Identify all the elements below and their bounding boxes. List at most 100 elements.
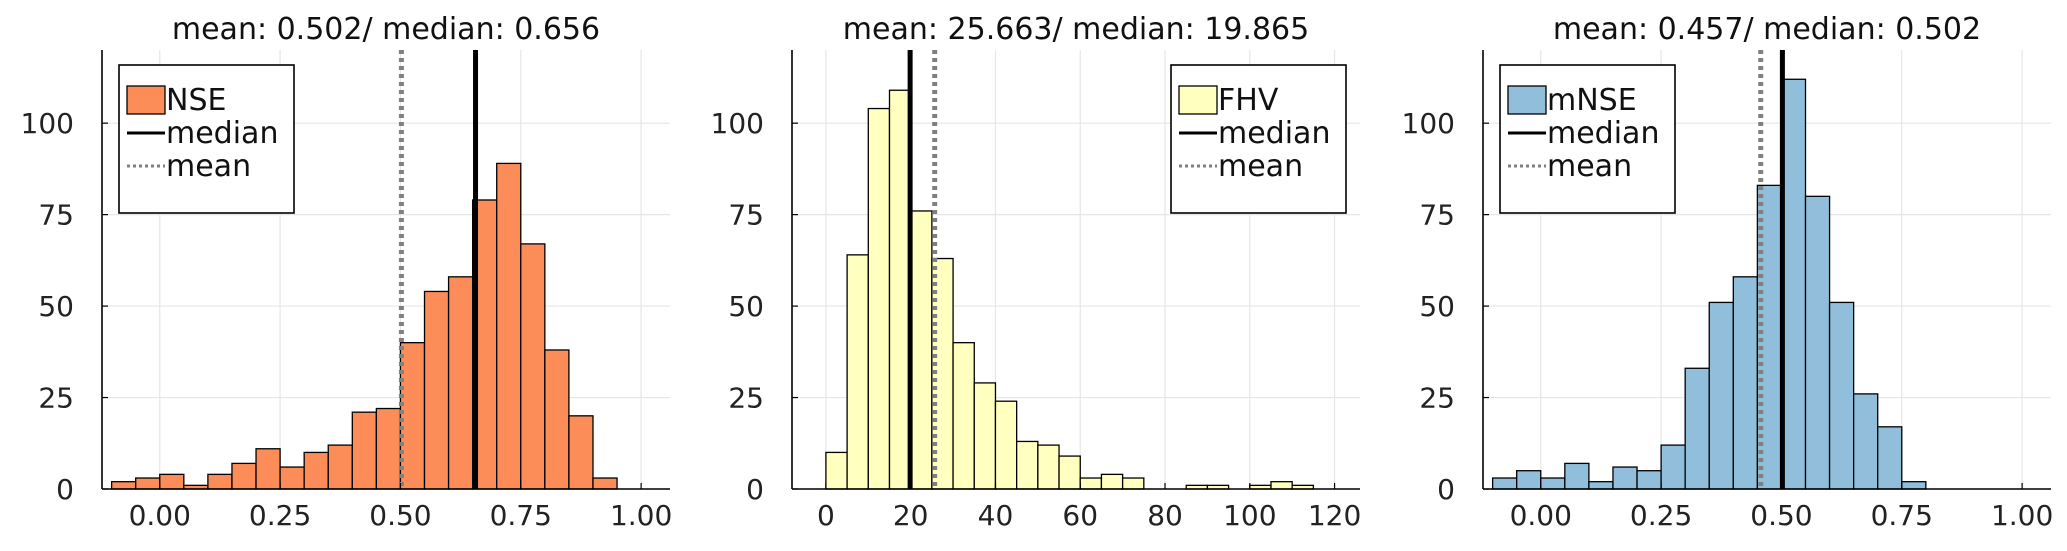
chart-2-ytick-label: 100 bbox=[711, 107, 764, 140]
chart-2-bar bbox=[1037, 444, 1060, 490]
chart-2-bar bbox=[1016, 440, 1039, 490]
chart-1-title: mean: 0.502/ median: 0.656 bbox=[172, 12, 600, 47]
chart-3-bar bbox=[1877, 426, 1903, 490]
chart-2-bar bbox=[888, 89, 912, 490]
chart-2-legend-label: mean bbox=[1218, 149, 1303, 184]
chart-1-xtick-label: 0.50 bbox=[369, 499, 431, 532]
chart-3-bar bbox=[1491, 477, 1518, 490]
chart-1-ytick-label: 0 bbox=[56, 473, 74, 506]
chart-3-bar bbox=[1588, 481, 1614, 490]
chart-2-ytick-label: 25 bbox=[728, 382, 764, 415]
chart-2-bar bbox=[952, 342, 975, 490]
chart-1-bar bbox=[327, 444, 353, 490]
chart-3-ytick-label: 100 bbox=[1402, 107, 1455, 140]
chart-1-ytick-label: 50 bbox=[38, 290, 74, 323]
chart-1-xtick-label: 0.75 bbox=[490, 499, 552, 532]
chart-1-xtick-label: 1.00 bbox=[610, 499, 672, 532]
chart-2-bar bbox=[1270, 481, 1293, 490]
chart-2-bar bbox=[1079, 477, 1103, 490]
chart-3-bar bbox=[1708, 301, 1734, 490]
chart-3-xtick-label: 0.50 bbox=[1750, 499, 1812, 532]
chart-2-title: mean: 25.663/ median: 19.865 bbox=[843, 12, 1309, 47]
chart-1-legend-swatch bbox=[126, 85, 166, 115]
chart-3-bar bbox=[1732, 276, 1759, 490]
chart-2-xtick-label: 40 bbox=[978, 499, 1014, 532]
chart-1-bar bbox=[110, 481, 137, 490]
chart-1-bar bbox=[135, 477, 161, 490]
chart-1-bar bbox=[447, 276, 474, 490]
chart-3-bar bbox=[1852, 393, 1879, 490]
chart-3-bar bbox=[1612, 466, 1638, 490]
chart-1-bar bbox=[520, 243, 546, 490]
chart-1-bar bbox=[544, 349, 570, 490]
chart-3-title: mean: 0.457/ median: 0.502 bbox=[1553, 12, 1981, 47]
chart-1-bar bbox=[399, 342, 426, 490]
chart-3-bar bbox=[1828, 301, 1855, 490]
chart-1-bar bbox=[496, 162, 522, 490]
chart-2-bar bbox=[910, 210, 933, 490]
chart-1-bar bbox=[279, 466, 305, 490]
chart-1-bar bbox=[231, 462, 257, 490]
chart-2-ytick-label: 0 bbox=[746, 473, 764, 506]
chart-3-xtick-label: 0.25 bbox=[1630, 499, 1692, 532]
chart-2-xtick-label: 100 bbox=[1223, 499, 1276, 532]
chart-3-bar bbox=[1540, 477, 1566, 490]
chart-1-ytick-label: 75 bbox=[38, 199, 74, 232]
chart-2-xtick-label: 20 bbox=[893, 499, 929, 532]
chart-3-bar bbox=[1564, 462, 1590, 490]
chart-1-legend-label: median bbox=[166, 116, 278, 151]
chart-1-legend-label: mean bbox=[166, 149, 251, 184]
chart-2-ytick-label: 50 bbox=[728, 290, 764, 323]
chart-1-xtick-label: 0.00 bbox=[129, 499, 191, 532]
chart-2-bar bbox=[846, 254, 869, 490]
chart-1-bar bbox=[207, 473, 233, 490]
chart-3-bar bbox=[1636, 470, 1662, 490]
chart-1-bar bbox=[303, 451, 329, 490]
chart-2-legend-label: median bbox=[1218, 116, 1330, 151]
chart-panel-2: 0 20 40 60 80 100 120 0 25 50 75 100 mean: 25.663/ m… bbox=[711, 12, 1362, 532]
chart-2-legend-swatch bbox=[1178, 85, 1218, 115]
chart-2-legend-label: FHV bbox=[1218, 83, 1279, 118]
chart-1-bar bbox=[159, 473, 185, 490]
chart-2-bar bbox=[867, 107, 891, 490]
chart-1-bar bbox=[375, 407, 402, 490]
chart-1-bar bbox=[592, 477, 618, 490]
chart-2-bar bbox=[1058, 455, 1081, 490]
chart-2-bar bbox=[825, 451, 848, 490]
chart-2-ytick-label: 75 bbox=[728, 199, 764, 232]
chart-panel-3: 0.00 0.25 0.50 0.75 1.00 0 25 50 75 100 mean: 0.45… bbox=[1402, 12, 2054, 532]
chart-3-legend-label: mNSE bbox=[1547, 83, 1637, 118]
chart-3-xtick-label: 0.75 bbox=[1871, 499, 1933, 532]
chart-3-bar bbox=[1684, 367, 1710, 490]
chart-3-ytick-label: 50 bbox=[1419, 290, 1455, 323]
chart-3-ytick-label: 75 bbox=[1419, 199, 1455, 232]
chart-3-xtick-label: 0.00 bbox=[1510, 499, 1572, 532]
chart-2-bar bbox=[973, 382, 997, 490]
chart-1-ytick-label: 100 bbox=[21, 107, 74, 140]
chart-1-bar bbox=[568, 415, 594, 490]
chart-3-legend-swatch bbox=[1507, 85, 1547, 115]
chart-1-bar bbox=[351, 411, 378, 490]
chart-1-bar bbox=[423, 290, 450, 490]
chart-3-bar bbox=[1780, 78, 1807, 490]
chart-3-legend-label: mean bbox=[1547, 149, 1632, 184]
chart-3-xtick-label: 1.00 bbox=[1991, 499, 2053, 532]
chart-3-legend-label: median bbox=[1547, 116, 1659, 151]
chart-3-ytick-label: 25 bbox=[1419, 382, 1455, 415]
chart-2-xtick-label: 60 bbox=[1062, 499, 1098, 532]
chart-3-bar bbox=[1901, 481, 1927, 490]
chart-3-bar bbox=[1660, 444, 1686, 490]
chart-1-xtick-label: 0.25 bbox=[249, 499, 311, 532]
chart-2-xtick-label: 120 bbox=[1308, 499, 1361, 532]
chart-1-legend-label: NSE bbox=[166, 83, 226, 118]
chart-2-bar bbox=[1121, 477, 1145, 490]
chart-3-ytick-label: 0 bbox=[1437, 473, 1455, 506]
chart-2-xtick-label: 80 bbox=[1147, 499, 1183, 532]
chart-2-xtick-label: 0 bbox=[817, 499, 835, 532]
chart-panel-1: 0.00 0.25 0.50 0.75 1.00 0 25 50 75 100 mean: 0.50… bbox=[21, 12, 673, 532]
chart-2-bar bbox=[1100, 473, 1124, 490]
